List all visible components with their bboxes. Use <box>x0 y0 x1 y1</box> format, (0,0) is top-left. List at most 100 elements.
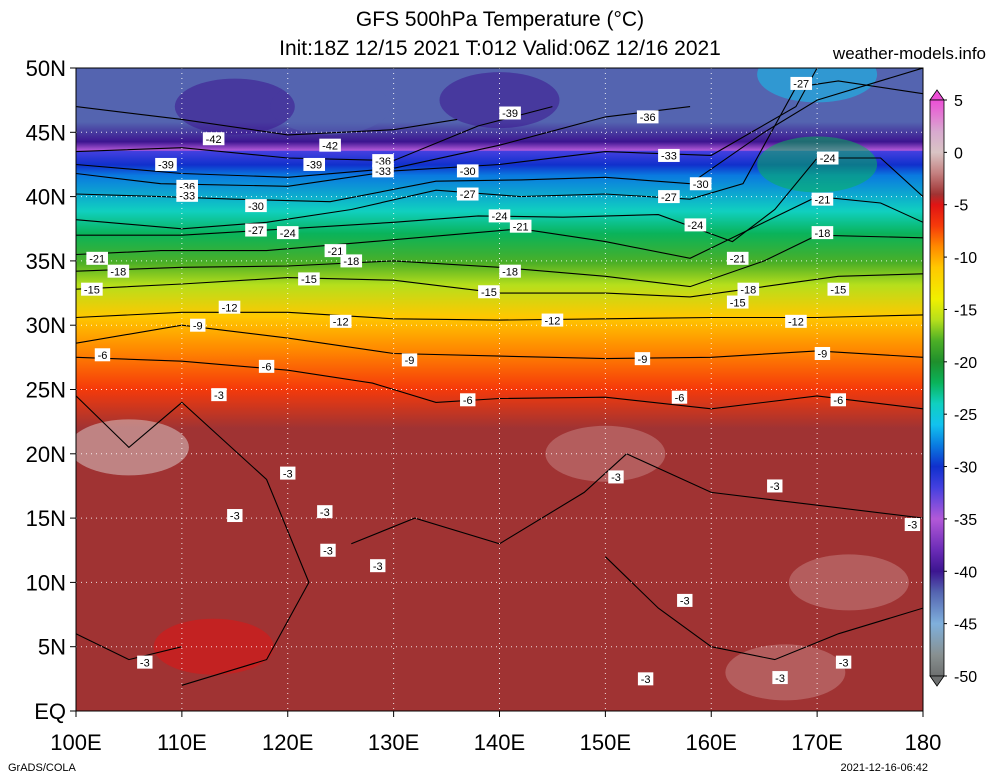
contour-label: -39 <box>499 106 521 120</box>
contour-label: -3 <box>280 466 296 480</box>
isotherm-line-8 <box>76 234 923 288</box>
y-tick-label: 20N <box>26 442 66 467</box>
contour-label: -6 <box>460 393 476 407</box>
contour-label: -24 <box>488 209 511 223</box>
contour-label: -21 <box>86 251 108 266</box>
temperature-center-0 <box>270 78 391 135</box>
y-tick-label: 50N <box>26 56 66 81</box>
svg-text:-3: -3 <box>908 520 918 532</box>
x-tick-label: 120E <box>262 730 313 755</box>
svg-text:-21: -21 <box>89 254 105 266</box>
colorbar-tick-label: -50 <box>954 669 977 686</box>
contour-label: -42 <box>202 132 225 146</box>
colorbar-tick-label: -40 <box>954 564 977 581</box>
y-tick-label: EQ <box>34 699 66 724</box>
contour-label: -24 <box>276 226 299 240</box>
svg-text:-6: -6 <box>463 395 473 407</box>
contour-label: -21 <box>811 192 834 206</box>
svg-text:-3: -3 <box>839 657 849 669</box>
contour-label: -3 <box>211 388 227 402</box>
svg-text:-3: -3 <box>641 674 651 686</box>
contour-label: -24 <box>684 218 707 232</box>
colorbar-scale <box>929 99 945 677</box>
contour-label: -33 <box>658 148 680 163</box>
isotherm-line-14 <box>76 633 183 661</box>
x-tick-label: 110E <box>157 730 207 755</box>
svg-text:-3: -3 <box>770 481 780 493</box>
temperature-center-9 <box>153 618 274 675</box>
svg-text:-6: -6 <box>262 362 272 374</box>
svg-text:-3: -3 <box>214 390 224 402</box>
y-tick-label: 45N <box>26 120 66 145</box>
contour-label: -3 <box>227 509 243 523</box>
y-tick-label: 5N <box>38 635 66 660</box>
svg-text:-12: -12 <box>222 302 238 314</box>
x-tick-label: 130E <box>368 730 419 755</box>
contour-label: -15 <box>298 272 320 286</box>
svg-text:-36: -36 <box>640 112 656 124</box>
contour-label: -12 <box>329 314 352 329</box>
y-tick-label: 15N <box>26 506 66 531</box>
map-title: GFS 500hPa Temperature (°C) <box>355 8 645 31</box>
svg-text:-15: -15 <box>84 284 100 296</box>
contour-label: -15 <box>478 285 500 299</box>
contour-label: -18 <box>107 264 130 278</box>
svg-text:-30: -30 <box>693 179 709 191</box>
svg-text:-3: -3 <box>140 657 150 669</box>
svg-text:-21: -21 <box>730 254 746 266</box>
colorbar-top-arrow <box>929 89 945 101</box>
isotherm-line-0 <box>76 106 458 136</box>
svg-text:-27: -27 <box>460 189 476 201</box>
colorbar-tick-label: -35 <box>954 512 977 529</box>
y-tick-label: 40N <box>26 185 66 210</box>
contour-label: -33 <box>176 188 198 203</box>
contour-label: -27 <box>245 223 267 237</box>
site-label: weather-models.info <box>832 44 986 63</box>
contour-label: -21 <box>726 251 749 266</box>
contour-label: -9 <box>401 353 418 367</box>
contour-label: -15 <box>726 295 749 309</box>
isotherm-line-10 <box>76 311 923 321</box>
temperature-center-2 <box>439 72 560 129</box>
svg-text:-3: -3 <box>373 561 383 573</box>
contour-label: -3 <box>904 518 921 532</box>
contour-label: -30 <box>456 164 479 178</box>
contour-label: -39 <box>155 157 177 172</box>
contour-label: -6 <box>94 348 111 362</box>
contour-label: -3 <box>320 543 336 557</box>
y-tick-label: 10N <box>26 570 66 595</box>
colorbar-tick-label: -45 <box>954 617 977 634</box>
contour-label: -15 <box>827 282 850 296</box>
isotherm-line-11 <box>76 324 923 360</box>
contour-label: -3 <box>137 655 153 669</box>
svg-text:-24: -24 <box>492 211 508 223</box>
svg-text:-33: -33 <box>375 166 391 178</box>
svg-text:-9: -9 <box>405 355 415 367</box>
contour-label: -9 <box>190 318 206 332</box>
contour-label: -30 <box>245 199 267 213</box>
contour-label: -42 <box>319 138 341 152</box>
y-tick-label: 30N <box>26 313 66 338</box>
colorbar-tick-label: -30 <box>954 460 977 477</box>
svg-text:-18: -18 <box>740 284 756 296</box>
temperature-center-3 <box>757 68 878 103</box>
contour-label: -15 <box>81 282 103 296</box>
svg-text:-15: -15 <box>730 297 746 309</box>
temperature-center-1 <box>174 78 295 135</box>
isotherm-line-4 <box>76 68 923 203</box>
contour-label: -36 <box>636 110 659 124</box>
svg-text:-12: -12 <box>544 315 560 327</box>
contour-label: -9 <box>814 346 831 361</box>
svg-text:-9: -9 <box>193 320 203 332</box>
colorbar-tick-label: -5 <box>954 198 968 215</box>
svg-text:-39: -39 <box>502 108 518 120</box>
contour-label: -9 <box>634 352 651 366</box>
colorbar-tick-label: -25 <box>954 407 977 424</box>
svg-text:-30: -30 <box>460 166 476 178</box>
temperature-center-6 <box>788 554 909 611</box>
svg-text:-18: -18 <box>502 266 518 278</box>
temperature-center-5 <box>76 419 189 476</box>
svg-text:-3: -3 <box>323 545 333 557</box>
contour-label: -27 <box>658 190 680 204</box>
contour-label: -18 <box>737 282 760 296</box>
